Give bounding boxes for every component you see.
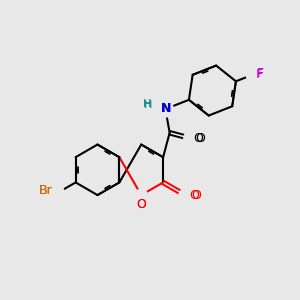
Circle shape — [184, 132, 196, 144]
Text: H: H — [144, 100, 152, 110]
Text: F: F — [257, 67, 264, 80]
Text: Br: Br — [38, 184, 52, 197]
Text: H: H — [143, 99, 152, 109]
Text: O: O — [196, 132, 206, 145]
Circle shape — [179, 189, 191, 201]
Text: N: N — [161, 102, 172, 115]
Text: Br: Br — [38, 184, 52, 197]
Text: O: O — [189, 189, 199, 202]
Text: F: F — [256, 68, 263, 81]
Text: O: O — [136, 198, 146, 211]
Circle shape — [54, 187, 64, 197]
Text: O: O — [136, 198, 146, 211]
Circle shape — [135, 189, 147, 201]
Text: O: O — [194, 132, 203, 145]
Text: N: N — [161, 102, 172, 115]
Text: O: O — [191, 189, 201, 202]
Circle shape — [158, 101, 173, 117]
Circle shape — [246, 70, 256, 80]
